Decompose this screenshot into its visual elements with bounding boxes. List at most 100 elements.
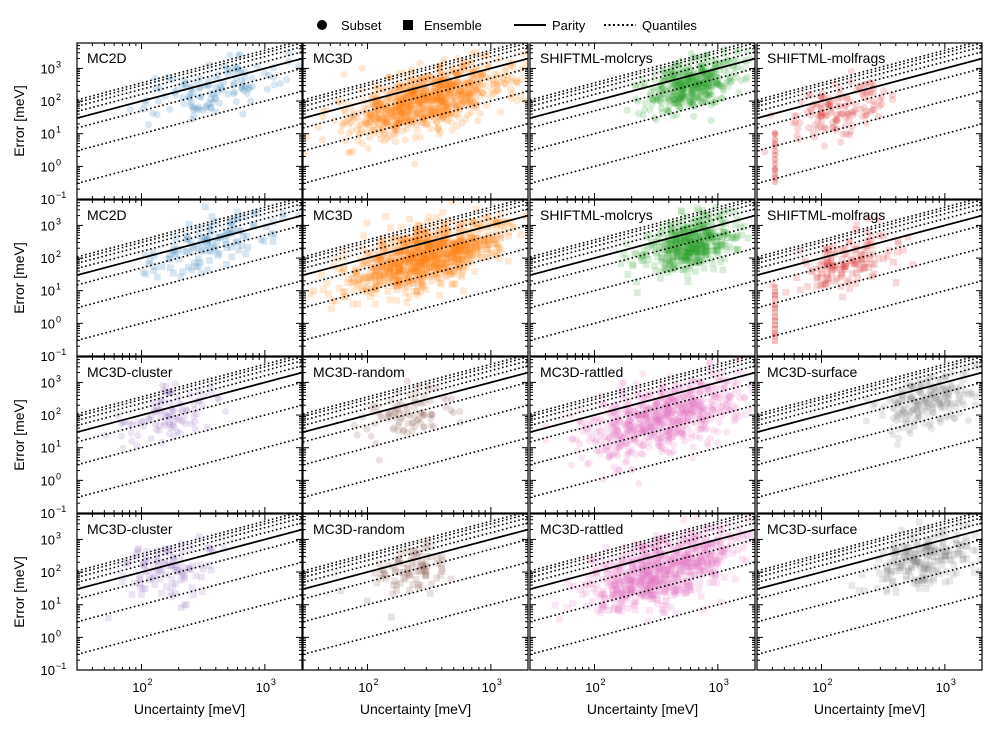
data-point: [349, 147, 357, 155]
data-point: [270, 81, 278, 89]
data-point: [390, 237, 398, 244]
data-point: [363, 119, 371, 127]
data-point: [860, 264, 868, 272]
data-point: [680, 225, 688, 233]
data-point: [387, 264, 394, 271]
data-point: [840, 250, 848, 257]
data-point: [446, 263, 453, 271]
data-point: [377, 106, 385, 114]
data-point: [451, 79, 459, 87]
data-point: [678, 236, 686, 244]
data-point: [685, 253, 693, 261]
data-point: [705, 389, 713, 397]
data-point: [472, 86, 480, 94]
data-point: [705, 88, 713, 97]
data-point: [452, 243, 460, 251]
data-point: [447, 258, 455, 266]
data-point: [457, 88, 465, 97]
data-point: [772, 322, 779, 328]
data-point: [433, 265, 440, 272]
data-point: [509, 223, 517, 231]
data-point: [460, 255, 468, 263]
data-point: [846, 285, 853, 293]
data-point: [686, 254, 693, 262]
data-point: [804, 283, 811, 290]
data-point: [672, 252, 680, 260]
data-point: [371, 109, 379, 117]
data-point: [657, 250, 665, 257]
data-point: [440, 255, 448, 263]
data-point: [456, 238, 464, 246]
data-point: [675, 92, 683, 100]
data-point: [629, 411, 637, 419]
data-point: [669, 258, 677, 266]
data-point: [381, 271, 389, 278]
data-point: [230, 69, 238, 77]
data-point: [437, 87, 445, 95]
data-point: [421, 254, 429, 262]
data-point: [407, 245, 415, 253]
data-point: [691, 92, 699, 100]
data-point: [670, 99, 678, 108]
data-point: [408, 265, 416, 273]
data-point: [335, 97, 343, 105]
data-point: [831, 277, 839, 285]
data-point: [463, 94, 471, 102]
quantile-line: [303, 43, 522, 101]
data-point: [859, 258, 867, 265]
data-point: [814, 117, 822, 125]
y-tick-label: 10: [41, 408, 55, 423]
panel: MC3D-rattled: [529, 356, 756, 514]
data-point: [433, 213, 441, 221]
y-tick-label: 10: [41, 94, 55, 109]
data-point: [682, 237, 689, 245]
data-point: [459, 98, 467, 106]
data-point: [364, 274, 372, 282]
data-point: [690, 244, 697, 252]
data-point: [678, 406, 686, 414]
data-point: [437, 260, 444, 267]
data-point: [681, 257, 688, 264]
data-point: [469, 223, 477, 231]
data-point: [234, 213, 241, 221]
data-point: [664, 419, 672, 427]
data-point: [852, 279, 860, 287]
data-point: [376, 271, 383, 279]
data-point: [204, 266, 212, 274]
legend-quantiles-label: Quantiles: [642, 18, 697, 33]
data-point: [338, 269, 346, 277]
data-point: [863, 111, 871, 119]
data-point: [701, 222, 709, 230]
data-point: [416, 262, 423, 270]
parity-line: [303, 371, 528, 433]
data-point: [371, 247, 379, 255]
data-point: [394, 260, 402, 268]
panel-title: MC3D: [313, 50, 353, 66]
data-point: [455, 106, 463, 114]
data-point: [403, 125, 411, 133]
data-point: [444, 254, 452, 262]
data-point: [393, 388, 401, 397]
data-point: [689, 224, 696, 232]
data-point: [424, 120, 432, 128]
data-point: [684, 278, 692, 286]
data-point: [704, 228, 711, 236]
data-point: [182, 420, 190, 428]
data-point: [493, 81, 501, 89]
data-point: [430, 85, 438, 94]
data-point: [188, 266, 196, 274]
data-point: [672, 98, 680, 106]
data-point: [434, 95, 442, 103]
data-point: [366, 112, 374, 120]
data-point: [402, 94, 410, 102]
data-point: [711, 384, 719, 392]
data-point: [420, 271, 428, 279]
data-point: [422, 256, 430, 264]
data-point: [712, 79, 721, 87]
data-point: [405, 106, 413, 114]
data-point: [509, 223, 517, 231]
data-point: [616, 432, 624, 440]
data-point: [397, 240, 405, 248]
data-point: [675, 246, 682, 254]
